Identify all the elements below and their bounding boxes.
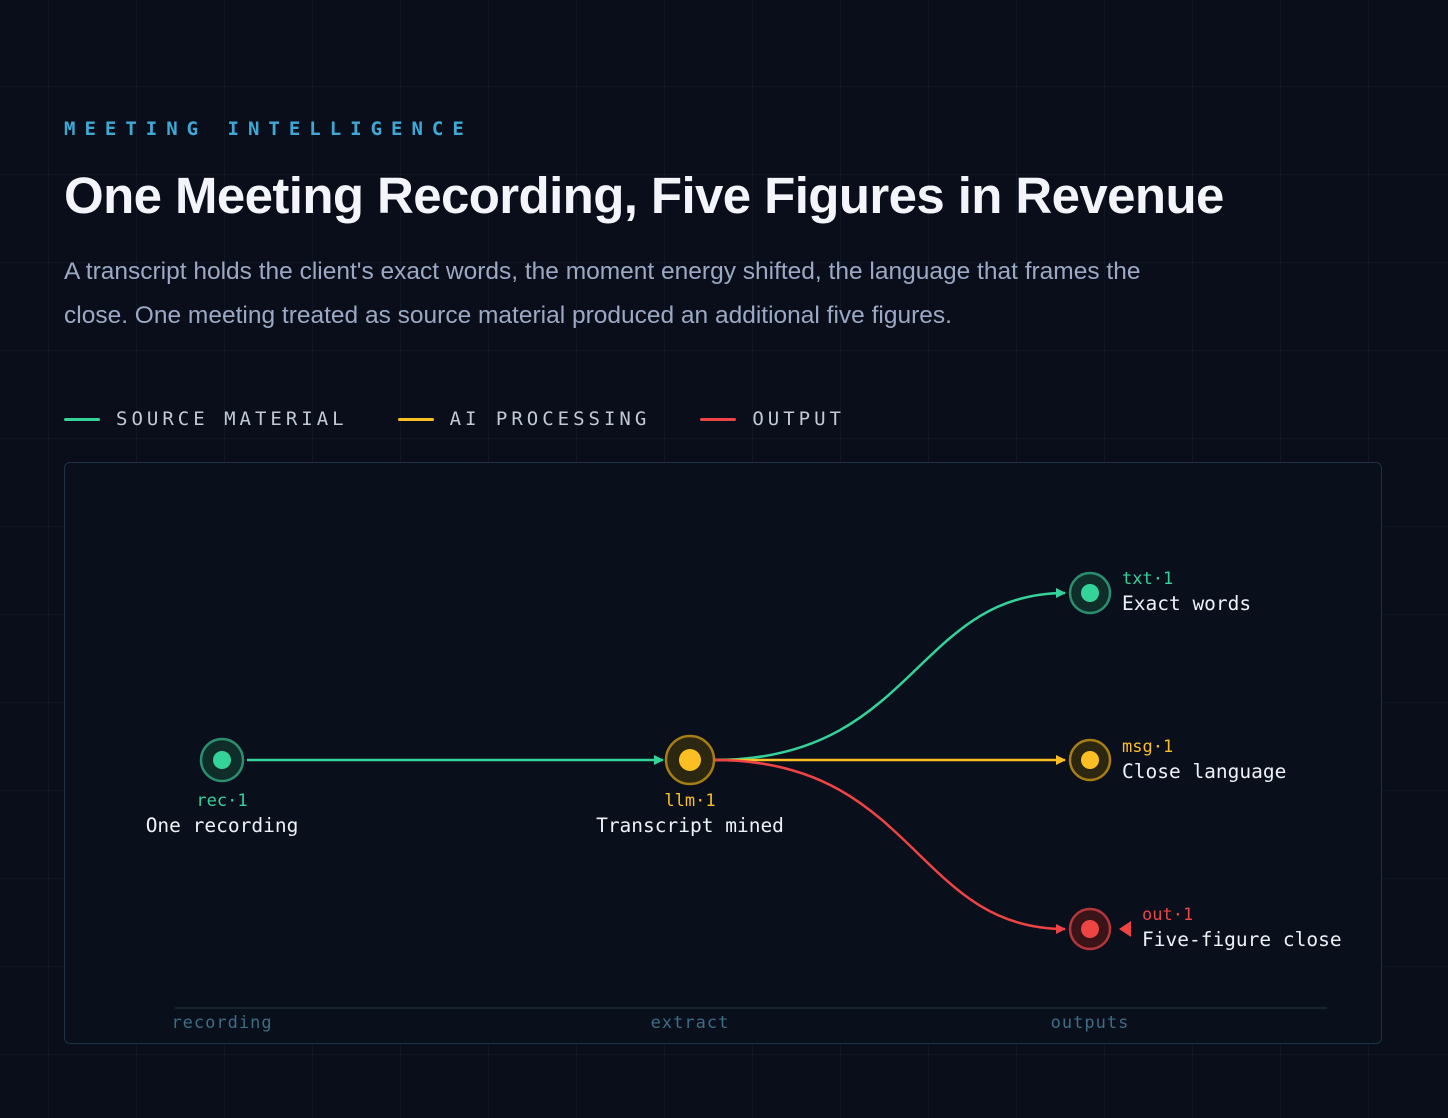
stage-label-extract: extract: [650, 1013, 730, 1033]
node-out-id: out·1: [1142, 905, 1194, 925]
legend-swatch-ai: [397, 417, 434, 421]
node-llm[interactable]: [664, 734, 716, 786]
flow-diagram: rec·1 One recording llm·1 Transcript min…: [64, 462, 1382, 1044]
node-txt[interactable]: [1068, 571, 1112, 615]
stage-label-recording: recording: [171, 1013, 273, 1033]
highlight-pointer-icon: [1119, 921, 1131, 937]
flow-diagram-canvas: [175, 571, 1327, 1009]
page-description: A transcript holds the client's exact wo…: [64, 258, 1141, 329]
legend-label-ai: AI PROCESSING: [449, 408, 651, 430]
stage-label-outputs: outputs: [1050, 1013, 1130, 1033]
node-llm-text: Transcript mined: [596, 814, 784, 837]
node-txt-id: txt·1: [1122, 569, 1174, 589]
node-msg-id: msg·1: [1122, 737, 1174, 757]
node-txt-label: txt·1 Exact words: [1122, 568, 1251, 616]
legend-label-output: OUTPUT: [752, 408, 845, 430]
legend-item-ai: AI PROCESSING: [397, 408, 651, 430]
legend-item-output: OUTPUT: [700, 408, 845, 430]
legend-item-source: SOURCE MATERIAL: [64, 408, 348, 430]
node-llm-label: llm·1 Transcript mined: [596, 790, 784, 838]
eyebrow-label: MEETING INTELLIGENCE: [64, 118, 473, 140]
edge-llm-to-txt: [714, 588, 1066, 762]
page-title: One Meeting Recording, Five Figures in R…: [64, 167, 1224, 224]
node-out[interactable]: [1068, 907, 1112, 951]
legend: SOURCE MATERIAL AI PROCESSING OUTPUT: [64, 408, 895, 430]
node-rec-id: rec·1: [196, 791, 248, 811]
node-rec-text: One recording: [145, 814, 299, 837]
node-msg-text: Close language: [1122, 760, 1287, 783]
node-rec[interactable]: [199, 737, 245, 783]
node-out-label: out·1 Five-figure close: [1142, 904, 1342, 952]
legend-label-source: SOURCE MATERIAL: [116, 408, 348, 430]
edge-llm-to-out: [714, 758, 1066, 934]
node-msg-label: msg·1 Close language: [1122, 736, 1286, 784]
legend-swatch-source: [64, 417, 100, 421]
node-out-text: Five-figure close: [1142, 928, 1342, 951]
node-msg[interactable]: [1068, 738, 1112, 782]
node-llm-id: llm·1: [664, 791, 716, 811]
node-rec-label: rec·1 One recording: [146, 790, 299, 838]
node-txt-text: Exact words: [1122, 592, 1252, 615]
legend-swatch-output: [700, 417, 737, 421]
